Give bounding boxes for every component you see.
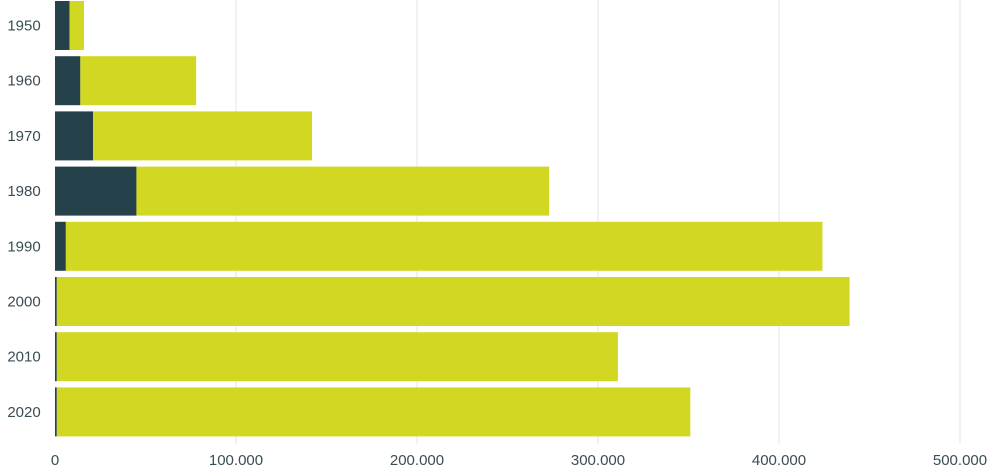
bar-2000-series-1 [56,277,850,326]
x-tick-label-5: 500.000 [933,452,987,469]
bar-1950-series-1 [69,1,84,50]
category-label-1950: 1950 [7,18,40,35]
x-tick-label-4: 400.000 [752,452,806,469]
x-axis-tick-labels: 0 100.000 200.000 300.000 400.000 500.000 [51,452,987,469]
bar-1990-series-0 [55,221,66,271]
bar-2000-series-0 [55,277,57,326]
category-label-2020: 2020 [7,404,40,421]
bar-1960-series-1 [80,56,197,106]
x-tick-label-1: 100.000 [209,452,263,469]
category-label-1990: 1990 [7,238,40,255]
bar-1990-series-1 [65,221,823,271]
bar-2010-series-0 [55,332,57,382]
x-tick-label-2: 200.000 [390,452,444,469]
bar-1980-series-1 [136,166,550,216]
bar-2010-series-1 [56,332,618,382]
category-label-2000: 2000 [7,294,40,311]
category-label-1970: 1970 [7,128,40,145]
x-tick-label-0: 0 [51,452,59,469]
bar-1970-series-1 [93,111,313,161]
bar-1950-series-0 [55,1,70,50]
bar-2020-series-0 [55,387,57,437]
bars [55,1,850,437]
category-label-2010: 2010 [7,349,40,366]
bar-1980-series-0 [55,166,137,216]
bar-1970-series-0 [55,111,94,161]
bar-2020-series-1 [56,387,691,437]
bar-1960-series-0 [55,56,81,106]
category-label-1980: 1980 [7,183,40,200]
x-tick-label-3: 300.000 [571,452,625,469]
category-labels: 1950 1960 1970 1980 1990 2000 2010 2020 [7,18,40,421]
category-label-1960: 1960 [7,73,40,90]
